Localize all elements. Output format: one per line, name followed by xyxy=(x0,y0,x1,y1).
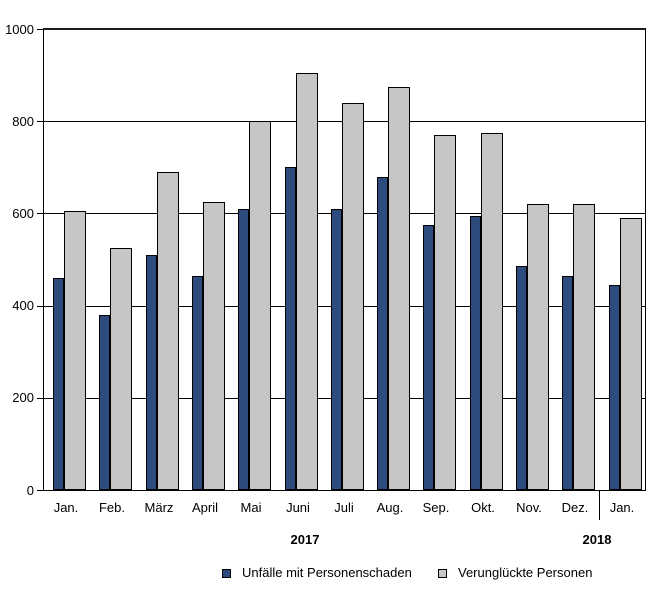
bar-verunglueckte-12 xyxy=(620,218,642,490)
x-axis-label-12: Jan. xyxy=(609,500,635,515)
y-axis-label-400: 400 xyxy=(12,298,34,313)
bar-verunglueckte-9 xyxy=(481,133,503,490)
y-tick-800 xyxy=(37,121,43,122)
bar-unfaelle-1 xyxy=(99,315,110,490)
legend: Unfälle mit Personenschaden Verunglückte… xyxy=(0,564,668,584)
bar-unfaelle-3 xyxy=(192,276,203,490)
x-axis-label-0: Jan. xyxy=(53,500,79,515)
bar-unfaelle-9 xyxy=(470,216,481,490)
legend-swatch-verunglueckte-icon xyxy=(438,568,447,578)
y-axis-label-800: 800 xyxy=(12,114,34,129)
x-axis-label-10: Nov. xyxy=(516,500,542,515)
bar-unfaelle-8 xyxy=(423,225,434,490)
y-tick-600 xyxy=(37,213,43,214)
x-axis-label-8: Sep. xyxy=(422,500,450,515)
y-axis-label-200: 200 xyxy=(12,390,34,405)
bar-verunglueckte-5 xyxy=(296,73,318,490)
legend-swatch-unfaelle-icon xyxy=(222,568,231,578)
bar-unfaelle-11 xyxy=(562,276,573,490)
y-tick-1000 xyxy=(37,29,43,30)
y-axis-label-1000: 1000 xyxy=(5,22,34,37)
bar-unfaelle-12 xyxy=(609,285,620,490)
x-axis-label-6: Juli xyxy=(334,500,354,515)
x-axis-label-7: Aug. xyxy=(376,500,404,515)
x-axis-label-2: März xyxy=(144,500,174,515)
y-axis-label-600: 600 xyxy=(12,206,34,221)
bar-verunglueckte-6 xyxy=(342,103,364,490)
x-axis-label-1: Feb. xyxy=(98,500,125,515)
bar-verunglueckte-7 xyxy=(388,87,410,490)
x-axis-label-3: April xyxy=(191,500,218,515)
y-tick-400 xyxy=(37,306,43,307)
bar-unfaelle-0 xyxy=(53,278,64,490)
x-axis-label-9: Okt. xyxy=(471,500,495,515)
bar-unfaelle-6 xyxy=(331,209,342,490)
y-tick-200 xyxy=(37,398,43,399)
year-separator xyxy=(599,490,600,520)
x-axis-label-11: Dez. xyxy=(561,500,589,515)
bar-verunglueckte-3 xyxy=(203,202,225,490)
bar-unfaelle-2 xyxy=(146,255,157,490)
bar-unfaelle-5 xyxy=(285,167,296,490)
x-axis-label-5: Juni xyxy=(286,500,310,515)
bar-unfaelle-10 xyxy=(516,266,527,490)
bar-verunglueckte-11 xyxy=(573,204,595,490)
legend-label-unfaelle: Unfälle mit Personenschaden xyxy=(242,565,412,580)
bar-verunglueckte-8 xyxy=(434,135,456,490)
year-label-2017: 2017 xyxy=(290,532,320,547)
bar-verunglueckte-0 xyxy=(64,211,86,490)
x-axis-label-4: Mai xyxy=(240,500,262,515)
legend-item-unfaelle: Unfälle mit Personenschaden xyxy=(222,564,412,582)
y-tick-0 xyxy=(37,490,43,491)
legend-label-verunglueckte: Verunglückte Personen xyxy=(458,565,593,580)
bar-unfaelle-7 xyxy=(377,177,388,490)
y-axis-label-0: 0 xyxy=(26,483,34,498)
year-label-2018: 2018 xyxy=(582,532,612,547)
bar-verunglueckte-10 xyxy=(527,204,549,490)
legend-item-verunglueckte: Verunglückte Personen xyxy=(438,564,592,582)
bar-verunglueckte-2 xyxy=(157,172,179,490)
bar-verunglueckte-1 xyxy=(110,248,132,490)
bar-verunglueckte-4 xyxy=(249,121,271,490)
bar-unfaelle-4 xyxy=(238,209,249,490)
